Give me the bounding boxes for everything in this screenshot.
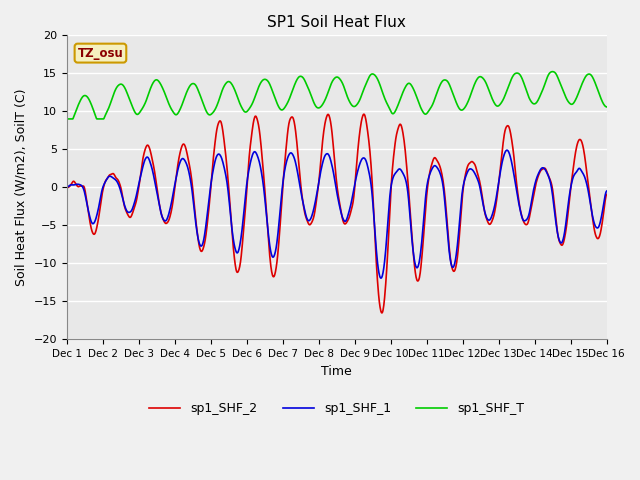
sp1_SHF_2 xyxy=(603,192,611,197)
sp1_SHF_1 xyxy=(243,177,251,183)
sp1_SHF_1 xyxy=(540,165,547,171)
sp1_SHF_1 xyxy=(603,188,611,194)
sp1_SHF_2 xyxy=(63,185,70,191)
Y-axis label: Soil Heat Flux (W/m2), SoilT (C): Soil Heat Flux (W/m2), SoilT (C) xyxy=(15,89,28,286)
Text: TZ_osu: TZ_osu xyxy=(77,47,124,60)
sp1_SHF_T xyxy=(63,116,70,122)
Line: sp1_SHF_2: sp1_SHF_2 xyxy=(67,114,607,313)
sp1_SHF_T xyxy=(420,111,428,117)
sp1_SHF_2 xyxy=(183,150,191,156)
sp1_SHF_1 xyxy=(183,162,191,168)
Legend: sp1_SHF_2, sp1_SHF_1, sp1_SHF_T: sp1_SHF_2, sp1_SHF_1, sp1_SHF_T xyxy=(144,397,529,420)
sp1_SHF_1 xyxy=(377,275,385,281)
sp1_SHF_2 xyxy=(492,204,499,209)
sp1_SHF_1 xyxy=(421,204,429,210)
sp1_SHF_T xyxy=(603,104,611,110)
sp1_SHF_T xyxy=(170,110,177,116)
sp1_SHF_2 xyxy=(360,111,368,117)
X-axis label: Time: Time xyxy=(321,365,352,378)
sp1_SHF_1 xyxy=(63,184,70,190)
sp1_SHF_2 xyxy=(170,193,177,199)
sp1_SHF_T xyxy=(539,87,547,93)
sp1_SHF_1 xyxy=(170,188,177,193)
sp1_SHF_2 xyxy=(421,212,429,218)
sp1_SHF_T xyxy=(183,89,191,95)
sp1_SHF_2 xyxy=(378,310,386,316)
Line: sp1_SHF_T: sp1_SHF_T xyxy=(67,72,607,119)
sp1_SHF_1 xyxy=(503,147,511,153)
Line: sp1_SHF_1: sp1_SHF_1 xyxy=(67,150,607,278)
sp1_SHF_T xyxy=(549,69,557,74)
Title: SP1 Soil Heat Flux: SP1 Soil Heat Flux xyxy=(268,15,406,30)
sp1_SHF_1 xyxy=(492,200,499,206)
sp1_SHF_T xyxy=(491,101,499,107)
sp1_SHF_T xyxy=(243,108,251,114)
sp1_SHF_2 xyxy=(243,180,251,186)
sp1_SHF_2 xyxy=(540,166,547,172)
